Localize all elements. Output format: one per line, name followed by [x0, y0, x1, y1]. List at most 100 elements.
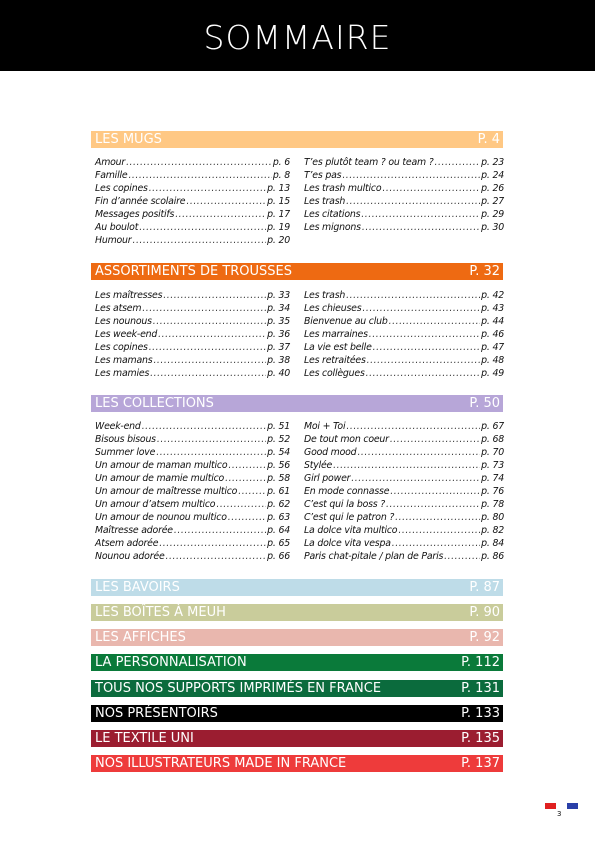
section-title: LES MUGS — [95, 132, 162, 147]
toc-entry[interactable]: La dolce vita vespa.....................… — [304, 537, 504, 550]
section-header[interactable]: NOS ILLUSTRATEURS MADE IN FRANCE P. 137 — [91, 755, 503, 772]
toc-entry[interactable]: Atsem adorée............................… — [95, 537, 290, 550]
dot-leader: ........................................… — [163, 290, 267, 301]
entry-page: p. 15 — [267, 196, 290, 207]
toc-entry[interactable]: Girl power..............................… — [304, 472, 504, 485]
toc-entry[interactable]: Au boulot...............................… — [95, 221, 290, 234]
entry-page: p. 19 — [267, 222, 290, 233]
section-title: ASSORTIMENTS DE TROUSSES — [95, 264, 293, 279]
dot-leader: ........................................… — [389, 434, 481, 445]
toc-entry[interactable]: Les copines.............................… — [95, 182, 290, 195]
toc-entry[interactable]: La dolce vita multico...................… — [304, 524, 504, 537]
toc-entry[interactable]: Maîtresse adorée........................… — [95, 524, 290, 537]
entry-page: p. 8 — [272, 170, 290, 181]
section-header[interactable]: LA PERSONNALISATION P. 112 — [91, 654, 503, 671]
toc-entry[interactable]: Famille.................................… — [95, 169, 290, 182]
dot-leader: ........................................… — [148, 183, 266, 194]
toc-entry[interactable]: Week-end................................… — [95, 420, 290, 433]
toc-entry[interactable]: Les nounous.............................… — [95, 315, 290, 328]
section-title: NOS PRÉSENTOIRS — [95, 706, 218, 721]
entry-title: Humour — [95, 235, 132, 246]
toc-entry[interactable]: Amour...................................… — [95, 156, 290, 169]
entry-page: p. 46 — [481, 329, 504, 340]
toc-entry[interactable]: Bienvenue au club.......................… — [304, 315, 504, 328]
toc-entry[interactable]: T’es pas................................… — [304, 169, 504, 182]
dot-leader: ........................................… — [346, 421, 480, 432]
toc-entry[interactable]: Les mignons.............................… — [304, 221, 504, 234]
toc-entry[interactable]: En mode connasse........................… — [304, 485, 504, 498]
toc-entry[interactable]: La vie est belle........................… — [304, 341, 504, 354]
toc-entry[interactable]: Les trash...............................… — [304, 289, 504, 302]
toc-entry[interactable]: Fin d’année scolaire....................… — [95, 195, 290, 208]
entry-page: p. 84 — [481, 538, 504, 549]
section-page: P. 133 — [461, 706, 500, 721]
section-header[interactable]: LES COLLECTIONS P. 50 — [91, 395, 503, 412]
page-title: SOMMAIRE — [203, 18, 392, 57]
entry-page: p. 42 — [481, 290, 504, 301]
entry-title: Les copines — [95, 183, 148, 194]
toc-entry[interactable]: Un amour de mamie multico...............… — [95, 472, 290, 485]
toc-entry[interactable]: Un amour de maman multico...............… — [95, 459, 290, 472]
section-header[interactable]: TOUS NOS SUPPORTS IMPRIMÉS EN FRANCE P. 1… — [91, 680, 503, 697]
dot-leader: ........................................… — [227, 512, 267, 523]
dot-leader: ........................................… — [357, 447, 480, 458]
dot-leader: ........................................… — [175, 209, 266, 220]
entries-column-left: Amour...................................… — [95, 156, 290, 247]
section-title: TOUS NOS SUPPORTS IMPRIMÉS EN FRANCE — [95, 681, 382, 696]
entry-page: p. 23 — [481, 157, 504, 168]
toc-entry[interactable]: Les mamans..............................… — [95, 354, 290, 367]
toc-entry[interactable]: Les maîtresses..........................… — [95, 289, 290, 302]
entry-page: p. 67 — [481, 421, 504, 432]
toc-entry[interactable]: Les trash...............................… — [304, 195, 504, 208]
section-header[interactable]: LES BOÎTES À MEUH P. 90 — [91, 604, 503, 621]
entry-title: Un amour d’atsem multico — [95, 499, 216, 510]
toc-entry[interactable]: Nounou adorée...........................… — [95, 550, 290, 563]
toc-entry[interactable]: Bisous bisous...........................… — [95, 433, 290, 446]
toc-entry[interactable]: C’est qui la boss ?.....................… — [304, 498, 504, 511]
toc-entry[interactable]: C’est qui le patron ?...................… — [304, 511, 504, 524]
entry-page: p. 76 — [481, 486, 504, 497]
section-header[interactable]: LES BAVOIRS P. 87 — [91, 579, 503, 596]
toc-entry[interactable]: De tout mon coeur.......................… — [304, 433, 504, 446]
entry-page: p. 82 — [481, 525, 504, 536]
toc-entry[interactable]: Les copines.............................… — [95, 341, 290, 354]
section-page: P. 112 — [461, 655, 500, 670]
section-header[interactable]: LE TEXTILE UNI P. 135 — [91, 730, 503, 747]
entry-title: Un amour de mamie multico — [95, 473, 225, 484]
toc-entry[interactable]: Les trash multico.......................… — [304, 182, 504, 195]
entry-page: p. 86 — [481, 551, 504, 562]
toc-entry[interactable]: Les week-end............................… — [95, 328, 290, 341]
toc-entry[interactable]: Paris chat-pitale / plan de Paris.......… — [304, 550, 504, 563]
toc-entry[interactable]: Humour..................................… — [95, 234, 290, 247]
section-header[interactable]: ASSORTIMENTS DE TROUSSES P. 32 — [91, 263, 503, 280]
section-header[interactable]: LES AFFICHES P. 92 — [91, 629, 503, 646]
toc-entry[interactable]: Moi + Toi...............................… — [304, 420, 504, 433]
toc-entry[interactable]: Les retraitées..........................… — [304, 354, 504, 367]
toc-entry[interactable]: Les mamies..............................… — [95, 367, 290, 380]
entry-title: Au boulot — [95, 222, 139, 233]
section-header[interactable]: LES MUGS P. 4 — [91, 131, 503, 148]
toc-entry[interactable]: Good mood...............................… — [304, 446, 504, 459]
toc-entry[interactable]: Les marraines...........................… — [304, 328, 504, 341]
toc-entry[interactable]: Les citations...........................… — [304, 208, 504, 221]
section-header[interactable]: NOS PRÉSENTOIRS P. 133 — [91, 705, 503, 722]
toc-entry[interactable]: Les chieuses............................… — [304, 302, 504, 315]
toc-entry[interactable]: Un amour de nounou multico..............… — [95, 511, 290, 524]
entry-title: Un amour de maîtresse multico — [95, 486, 238, 497]
toc-entry[interactable]: T’es plutôt team ? ou team ?............… — [304, 156, 504, 169]
toc-entry[interactable]: Les collègues...........................… — [304, 367, 504, 380]
toc-entry[interactable]: Messages positifs.......................… — [95, 208, 290, 221]
section-title: LA PERSONNALISATION — [95, 655, 247, 670]
entry-page: p. 80 — [481, 512, 504, 523]
dot-leader: ........................................… — [228, 460, 267, 471]
toc-entry[interactable]: Summer love.............................… — [95, 446, 290, 459]
toc-entry[interactable]: Un amour de maîtresse multico...........… — [95, 485, 290, 498]
toc-entry[interactable]: Un amour d’atsem multico................… — [95, 498, 290, 511]
toc-entry[interactable]: Stylée..................................… — [304, 459, 504, 472]
toc-entry[interactable]: Les atsem...............................… — [95, 302, 290, 315]
dot-leader: ........................................… — [150, 368, 266, 379]
entry-title: Les trash multico — [304, 183, 382, 194]
entry-page: p. 44 — [481, 316, 504, 327]
entry-title: Paris chat-pitale / plan de Paris — [304, 551, 444, 562]
entry-page: p. 78 — [481, 499, 504, 510]
